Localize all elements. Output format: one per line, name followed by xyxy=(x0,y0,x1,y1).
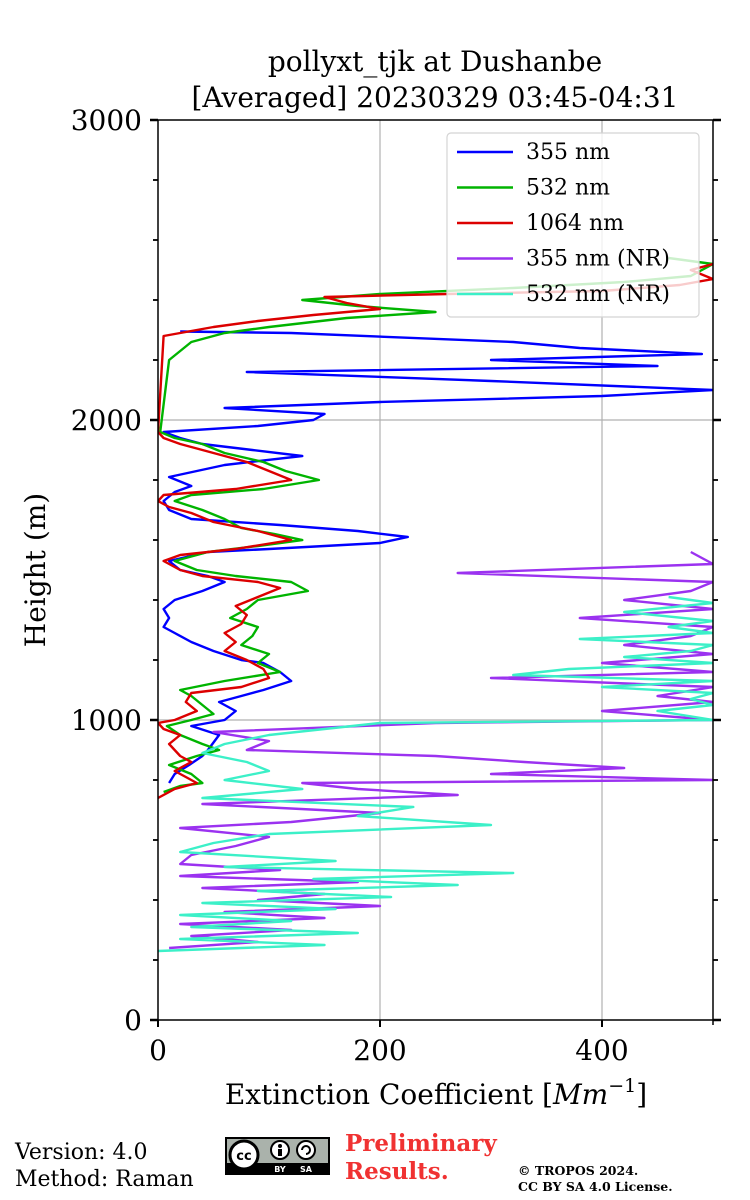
plot-frame xyxy=(157,119,714,1021)
y-tick-label: 2000 xyxy=(71,404,142,437)
copyright-line-1: © TROPOS 2024. xyxy=(518,1163,639,1178)
x-axis-label: Extinction Coefficient [Mm−1] xyxy=(225,1075,647,1111)
legend-label: 355 nm (NR) xyxy=(526,247,670,272)
copyright-notice: © TROPOS 2024. CC BY SA 4.0 License. xyxy=(518,1163,673,1195)
x-axis-label-exponent: −1 xyxy=(608,1075,636,1097)
x-axis-label-text: Extinction Coefficient [ xyxy=(225,1078,553,1111)
legend-label: 355 nm xyxy=(526,140,610,165)
series-layer xyxy=(158,256,713,953)
cc-badge-text-by: BY xyxy=(274,1165,286,1174)
x-axis-label-close: ] xyxy=(636,1078,647,1111)
x-axis-label-unit: Mm xyxy=(552,1078,608,1111)
chart-title-line-1: pollyxt_tjk at Dushanbe xyxy=(268,45,602,78)
cc-by-sa-icon: cc BY SA xyxy=(225,1137,330,1175)
preliminary-line-1: Preliminary xyxy=(345,1130,497,1157)
x-tick-label: 400 xyxy=(575,1034,628,1067)
method-label: Method: Raman xyxy=(15,1167,194,1192)
legend-label: 532 nm xyxy=(526,176,610,201)
legend-label: 532 nm (NR) xyxy=(526,282,670,307)
series-line-5 xyxy=(158,595,713,953)
x-tick-label: 0 xyxy=(149,1034,167,1067)
x-tick-label: 200 xyxy=(353,1034,406,1067)
chart-title-line-2: [Averaged] 20230329 03:45-04:31 xyxy=(192,81,679,114)
y-tick-label: 3000 xyxy=(71,104,142,137)
preliminary-results-label: Preliminary Results. xyxy=(345,1130,497,1186)
preliminary-line-2: Results. xyxy=(345,1158,449,1185)
cc-badge-text-cc: cc xyxy=(236,1149,251,1164)
version-label: Version: 4.0 xyxy=(15,1140,148,1165)
cc-badge-text-sa: SA xyxy=(300,1165,313,1174)
series-line-3 xyxy=(158,262,713,800)
y-tick-label: 0 xyxy=(124,1004,142,1037)
legend-box xyxy=(446,132,700,318)
series-line-1 xyxy=(162,330,713,784)
legend-label: 1064 nm xyxy=(526,211,624,236)
y-axis-label: Height (m) xyxy=(19,493,52,647)
y-tick-label: 1000 xyxy=(71,704,142,737)
legend: 355 nm 532 nm 1064 nm 355 nm (NR) 532 nm (NR… xyxy=(446,132,700,318)
axis-ticks: 0 200 400 0 1000 2000 3000 xyxy=(71,104,721,1067)
copyright-line-2: CC BY SA 4.0 License. xyxy=(518,1179,673,1194)
